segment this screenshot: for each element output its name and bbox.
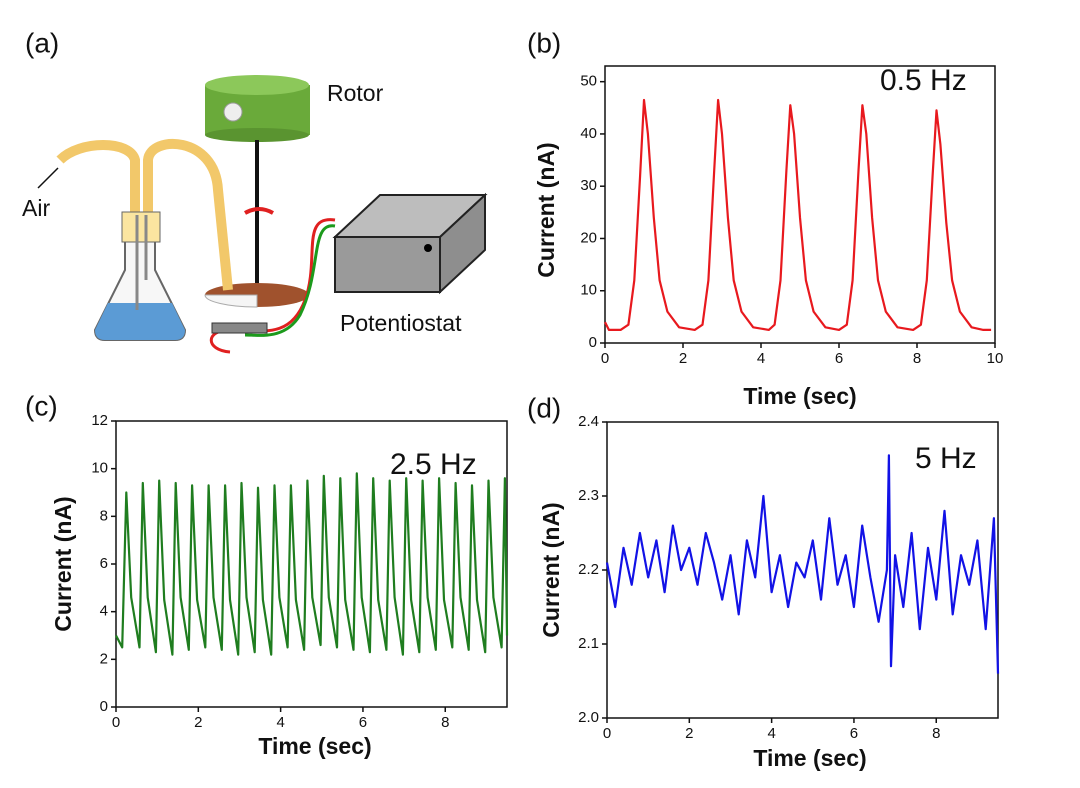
y-tick-label: 2.4	[578, 413, 599, 430]
rotor-top	[205, 75, 309, 95]
x-axis-label: Time (sec)	[753, 745, 866, 771]
y-tick-label: 40	[580, 125, 597, 142]
y-axis-label: Current (nA)	[50, 496, 76, 631]
x-tick-label: 6	[850, 725, 858, 742]
annotation: 0.5 Hz	[880, 64, 967, 97]
x-tick-label: 0	[603, 725, 611, 742]
y-axis-label: Current (nA)	[538, 502, 564, 637]
rotor-knob	[223, 102, 243, 122]
panel-label: (d)	[527, 392, 561, 423]
y-tick-label: 2.1	[578, 635, 599, 652]
x-tick-label: 2	[194, 714, 202, 731]
x-tick-label: 6	[359, 714, 367, 731]
x-tick-label: 8	[913, 350, 921, 367]
y-tick-label: 2.3	[578, 487, 599, 504]
air-arrow	[37, 167, 59, 189]
data-line	[604, 98, 992, 331]
y-tick-label: 50	[580, 73, 597, 90]
panel-label: (b)	[527, 27, 561, 58]
y-tick-label: 4	[100, 603, 108, 620]
data-line	[605, 454, 1000, 674]
stopper	[121, 211, 161, 243]
x-tick-label: 4	[767, 725, 775, 742]
y-tick-label: 8	[100, 507, 108, 524]
air-tube	[56, 140, 140, 215]
wire-green	[244, 224, 336, 337]
x-tick-label: 2	[685, 725, 693, 742]
x-tick-label: 2	[679, 350, 687, 367]
x-axis-label: Time (sec)	[743, 383, 856, 409]
y-tick-label: 20	[580, 229, 597, 246]
air-label: Air	[22, 195, 50, 221]
x-axis-label: Time (sec)	[258, 733, 371, 759]
annotation: 5 Hz	[915, 442, 977, 475]
x-tick-label: 0	[112, 714, 120, 731]
potentiostat-label: Potentiostat	[340, 310, 462, 336]
disk-sample	[204, 294, 258, 308]
x-tick-label: 4	[276, 714, 284, 731]
wire-red	[209, 218, 336, 354]
x-tick-label: 10	[987, 350, 1004, 367]
sensor	[211, 322, 268, 334]
annotation: 2.5 Hz	[390, 448, 477, 481]
y-tick-label: 0	[100, 698, 108, 715]
x-tick-label: 4	[757, 350, 765, 367]
panel-label: (c)	[25, 390, 58, 421]
x-tick-label: 6	[835, 350, 843, 367]
y-tick-label: 6	[100, 555, 108, 572]
y-axis-label: Current (nA)	[533, 142, 559, 277]
data-line	[115, 472, 509, 656]
y-tick-label: 30	[580, 177, 597, 194]
y-tick-label: 10	[580, 282, 597, 299]
rotor-bottom	[205, 128, 309, 142]
y-tick-label: 12	[91, 412, 108, 429]
plot-frame	[604, 65, 996, 344]
y-tick-label: 0	[589, 334, 597, 351]
x-tick-label: 0	[601, 350, 609, 367]
box-front	[334, 236, 441, 293]
y-tick-label: 2.0	[578, 709, 599, 726]
liquid	[95, 303, 185, 340]
y-tick-label: 10	[91, 460, 108, 477]
x-tick-label: 8	[441, 714, 449, 731]
setup-diagram: (a) Rotor Air Potentiostat	[22, 27, 488, 354]
box-knob	[424, 244, 432, 252]
out-tube	[143, 138, 233, 291]
y-tick-label: 2.2	[578, 561, 599, 578]
rotor-label: Rotor	[327, 80, 384, 106]
rotation-arrow	[244, 207, 274, 215]
y-tick-label: 2	[100, 650, 108, 667]
panel-label: (a)	[25, 27, 59, 58]
x-tick-label: 8	[932, 725, 940, 742]
